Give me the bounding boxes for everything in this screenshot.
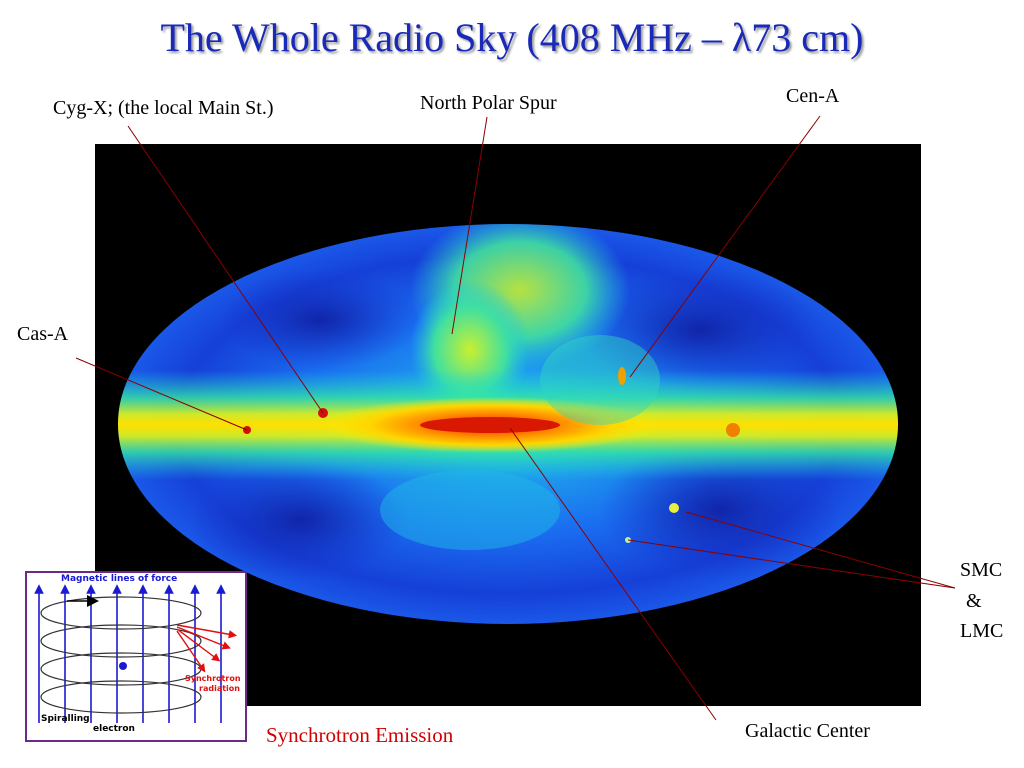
inset-label-spiralling: Spiralling xyxy=(41,714,90,724)
label-lmc: LMC xyxy=(960,620,1004,642)
cen-a-source xyxy=(618,367,626,385)
synchrotron-radiation-rays xyxy=(176,624,238,673)
label-north-polar-spur: North Polar Spur xyxy=(420,92,557,114)
label-cen-a: Cen-A xyxy=(786,85,840,107)
lmc-pointer xyxy=(685,511,956,589)
north-polar-spur-pointer xyxy=(451,116,488,335)
slide-title: The Whole Radio Sky (408 MHz – λ73 cm) xyxy=(160,15,864,60)
galactic-center-pointer xyxy=(509,427,717,721)
inset-label-synchrotron: Synchrotron xyxy=(185,674,241,683)
label-cas-a: Cas-A xyxy=(17,323,69,345)
cyg-x-pointer xyxy=(127,125,324,414)
inset-label-radiation: radiation xyxy=(199,684,240,693)
inset-label-electron: electron xyxy=(93,724,135,734)
inset-label-magnetic-lines: Magnetic lines of force xyxy=(61,574,178,584)
caption-synchrotron-emission: Synchrotron Emission xyxy=(266,723,454,747)
electron-dot xyxy=(119,662,127,670)
label-amp: & xyxy=(966,590,982,612)
cas-a-pointer xyxy=(75,357,248,431)
label-smc: SMC xyxy=(960,559,1003,581)
cen-a-pointer xyxy=(629,115,821,378)
lmc-source xyxy=(669,503,679,513)
label-cyg-x: Cyg-X; (the local Main St.) xyxy=(53,97,274,119)
synchrotron-diagram xyxy=(34,584,238,723)
smc-pointer xyxy=(627,539,956,589)
synchrotron-inset-diagram: Magnetic lines of force Synchrotron radi… xyxy=(25,571,247,742)
label-galactic-center: Galactic Center xyxy=(745,720,870,742)
